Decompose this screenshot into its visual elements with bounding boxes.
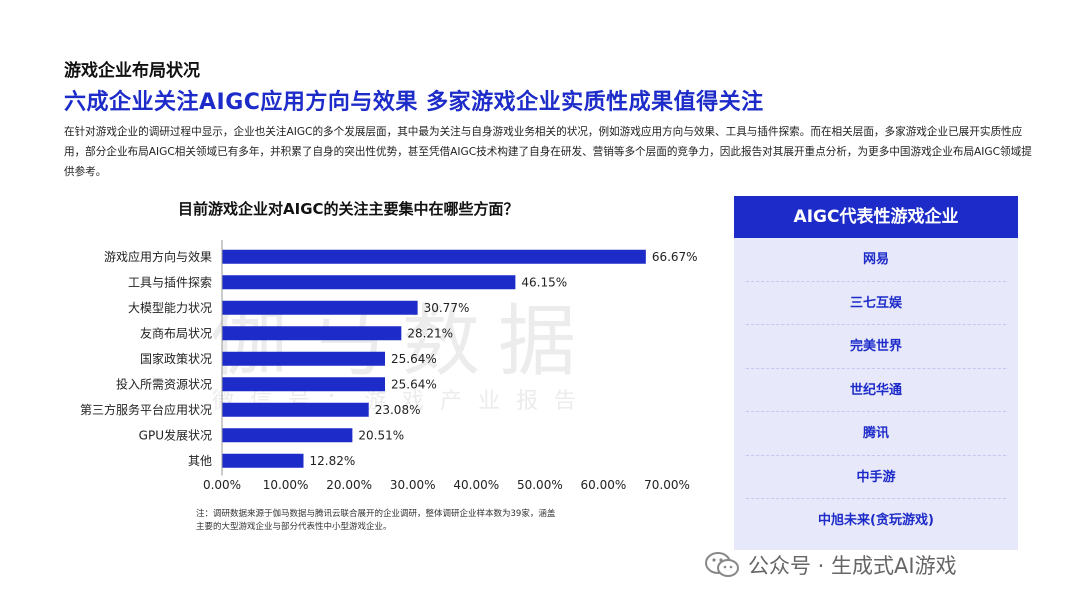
page-headline: 六成企业关注AIGC应用方向与效果 多家游戏企业实质性成果值得关注 [64,90,764,115]
value-label: 23.08% [375,403,421,417]
category-label: 大模型能力状况 [128,301,212,315]
bar [222,428,353,443]
x-tick-label: 10.00% [263,478,309,492]
bar [222,249,646,264]
value-label: 25.64% [391,377,437,391]
category-label: 工具与插件探索 [128,275,212,289]
value-label: 28.21% [407,326,453,340]
company-item: 中旭未来(贪玩游戏) [818,513,934,528]
company-list: 网易 三七互娱 完美世界 世纪华通 腾讯 中手游 中旭未来(贪玩游戏) [734,238,1018,543]
x-tick-label: 40.00% [453,478,499,492]
chart-title: 目前游戏企业对AIGC的关注主要集中在哪些方面？ [178,200,519,218]
representative-companies-panel: AIGC代表性游戏企业 网易 三七互娱 完美世界 世纪华通 腾讯 中手游 中旭未… [734,196,1018,550]
x-axis-ticks: 0.00% 10.00% 20.00% 30.00% 40.00% 50.00% 60.00… [203,478,690,492]
company-item: 腾讯 [746,412,1006,456]
value-label: 20.51% [358,428,404,442]
bar-chart: 伽马数据 微信号：游戏产业报告 游戏应用方向与效果 66.67%工具与插件探索 46… [80,240,698,492]
category-label: 投入所需资源状况 [116,376,212,391]
category-label: 其他 [188,454,212,468]
bar [222,300,418,315]
section-title: 游戏企业布局状况 [64,61,200,81]
bar [222,351,385,366]
x-tick-label: 30.00% [390,478,436,492]
category-label: 游戏应用方向与效果 [104,249,212,264]
value-label: 12.82% [309,454,355,468]
value-label: 30.77% [424,301,470,315]
category-label: GPU发展状况 [139,427,212,442]
footer-text: 公众号 · 生成式AI游戏 [748,554,957,578]
value-label: 25.64% [391,352,437,366]
value-label: 66.67% [652,250,698,264]
company-item: 完美世界 [746,325,1006,369]
company-item: 三七互娱 [746,282,1006,325]
category-label: 第三方服务平台应用状况 [80,402,212,417]
x-tick-label: 60.00% [581,478,627,492]
category-label: 国家政策状况 [140,351,212,366]
company-item: 网易 [746,238,1006,282]
footer-brand: 公众号 · 生成式AI游戏 [704,550,957,580]
bar [222,402,369,417]
x-tick-label: 20.00% [326,478,372,492]
category-label: 友商布局状况 [140,325,212,340]
bar [222,326,402,341]
bar [222,275,516,290]
bar [222,377,385,392]
intro-paragraph: 在针对游戏企业的调研过程中显示，企业也关注AIGC的多个发展层面，其中最为关注与… [64,126,1032,178]
x-tick-label: 50.00% [517,478,563,492]
company-item: 中手游 [746,456,1006,499]
company-item: 世纪华通 [746,369,1006,412]
x-tick-label: 0.00% [203,478,241,492]
panel-title: AIGC代表性游戏企业 [734,196,1018,238]
x-tick-label: 70.00% [644,478,690,492]
bars-layer: 游戏应用方向与效果 66.67% 工具与插件探索 46.15% 大模型能力状况 30.77… [80,249,698,468]
value-label: 46.15% [521,275,567,289]
chart-note: 注：调研数据来源于伽马数据与腾讯云联合展开的企业调研，整体调研企业样本数为39家… [196,509,556,532]
bar [222,453,304,468]
wechat-icon [704,551,740,579]
